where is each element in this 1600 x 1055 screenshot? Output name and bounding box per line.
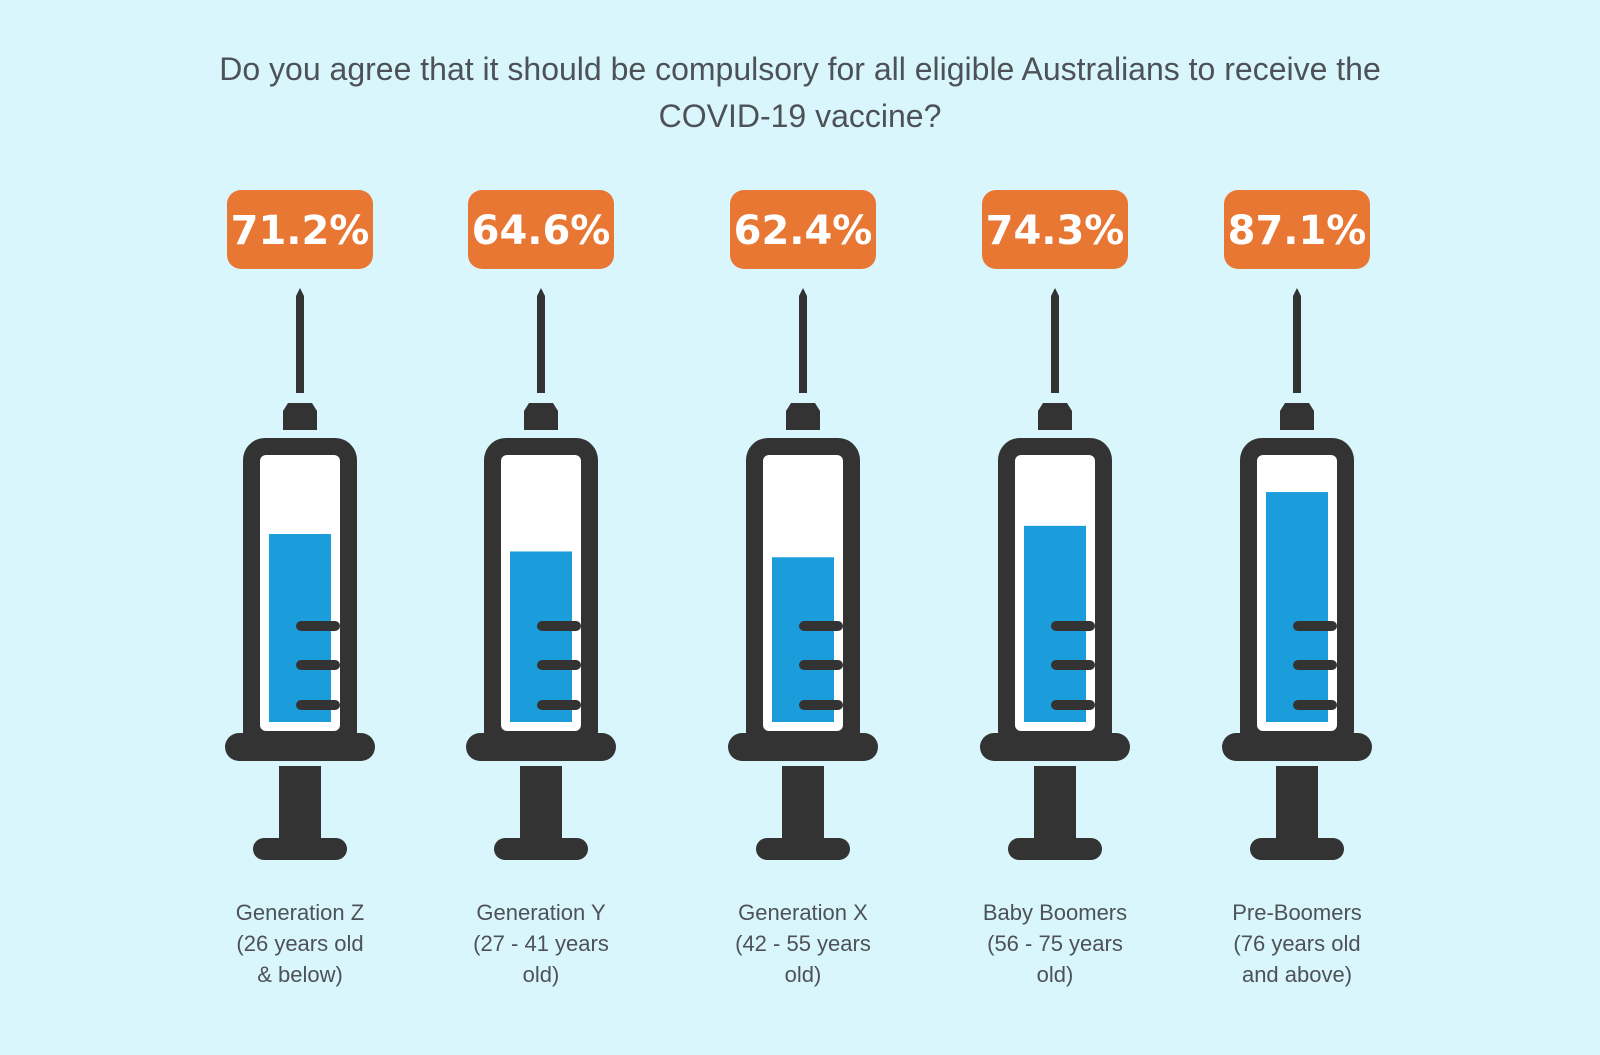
graduation-mark	[1051, 660, 1095, 670]
syringe-2: 64.6% Generation Y (27 - 41 years old)	[466, 190, 616, 987]
chart-title: Do you agree that it should be compulsor…	[219, 51, 1381, 134]
value-badge	[1224, 190, 1370, 269]
category-label: Generation Z	[236, 900, 364, 925]
graduation-mark	[799, 660, 843, 670]
syringe-1: 71.2% Generation Z (26 years old & below)	[225, 190, 375, 987]
needle-icon	[799, 288, 807, 393]
value-label: 74.3%	[986, 208, 1125, 254]
syringe-flange	[225, 733, 375, 761]
syringe-3: 62.4% Generation X (42 - 55 years old)	[728, 190, 878, 987]
plunger-rod	[1276, 766, 1318, 840]
fill-bar	[510, 551, 572, 722]
plunger-cap	[756, 838, 850, 860]
needle-icon	[296, 288, 304, 393]
category-label: (27 - 41 years	[473, 931, 609, 956]
fill-bar	[772, 557, 834, 722]
graduation-mark	[799, 700, 843, 710]
syringe-5: 87.1% Pre-Boomers (76 years old and above)	[1222, 190, 1372, 987]
value-label: 64.6%	[472, 208, 611, 254]
plunger-rod	[1034, 766, 1076, 840]
graduation-mark	[799, 621, 843, 631]
graduation-mark	[1051, 700, 1095, 710]
value-badge	[982, 190, 1128, 269]
graduation-mark	[296, 660, 340, 670]
plunger-rod	[782, 766, 824, 840]
category-label: (56 - 75 years	[987, 931, 1123, 956]
category-label: (42 - 55 years	[735, 931, 871, 956]
plunger-cap	[494, 838, 588, 860]
needle-icon	[1293, 288, 1301, 393]
category-label: (76 years old	[1233, 931, 1360, 956]
category-label: Pre-Boomers	[1232, 900, 1362, 925]
needle-hub	[283, 403, 317, 430]
category-label: (26 years old	[236, 931, 363, 956]
graduation-mark	[296, 700, 340, 710]
graduation-mark	[296, 621, 340, 631]
value-badge	[227, 190, 373, 269]
graduation-mark	[1293, 660, 1337, 670]
syringe-flange	[728, 733, 878, 761]
category-label: old)	[523, 962, 560, 987]
needle-hub	[1280, 403, 1314, 430]
category-label: Generation Y	[476, 900, 606, 925]
category-label: old)	[1037, 962, 1074, 987]
needle-hub	[786, 403, 820, 430]
value-label: 71.2%	[231, 208, 370, 254]
needle-icon	[537, 288, 545, 393]
graduation-mark	[537, 700, 581, 710]
needle-hub	[1038, 403, 1072, 430]
graduation-mark	[537, 621, 581, 631]
category-label: Baby Boomers	[983, 900, 1127, 925]
value-label: 87.1%	[1228, 208, 1367, 254]
syringe-flange	[980, 733, 1130, 761]
category-label: & below)	[257, 962, 343, 987]
syringe-4: 74.3% Baby Boomers (56 - 75 years old)	[980, 190, 1130, 987]
category-label: old)	[785, 962, 822, 987]
fill-bar	[1266, 492, 1328, 722]
syringe-flange	[1222, 733, 1372, 761]
graduation-mark	[537, 660, 581, 670]
syringe-flange	[466, 733, 616, 761]
needle-icon	[1051, 288, 1059, 393]
value-label: 62.4%	[734, 208, 873, 254]
value-badge	[468, 190, 614, 269]
plunger-cap	[253, 838, 347, 860]
graduation-mark	[1051, 621, 1095, 631]
plunger-cap	[1250, 838, 1344, 860]
plunger-rod	[520, 766, 562, 840]
category-label: and above)	[1242, 962, 1352, 987]
plunger-rod	[279, 766, 321, 840]
graduation-mark	[1293, 621, 1337, 631]
category-label: Generation X	[738, 900, 868, 925]
graduation-mark	[1293, 700, 1337, 710]
value-badge	[730, 190, 876, 269]
needle-hub	[524, 403, 558, 430]
plunger-cap	[1008, 838, 1102, 860]
